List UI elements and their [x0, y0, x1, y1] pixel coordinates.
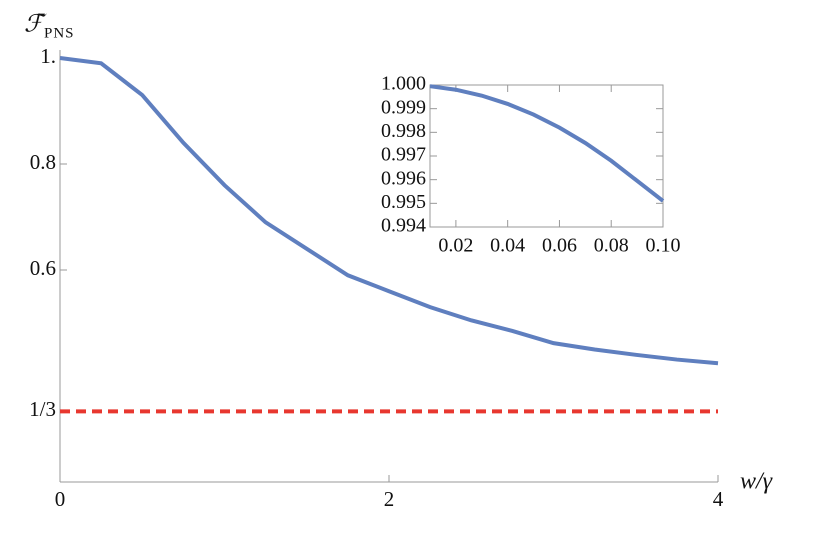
data-line	[429, 84, 665, 203]
x-tick-label: 0.04	[490, 235, 525, 257]
x-tick-label: 0	[55, 487, 66, 511]
inset-frame	[429, 84, 664, 228]
y-tick-label: 0.8	[30, 150, 56, 174]
y-tick-label: 0.994	[381, 215, 426, 237]
x-tick-label: 4	[713, 487, 724, 511]
y-axis-label-subscript: PNS	[44, 25, 75, 41]
data-line	[59, 56, 719, 366]
x-axis-label: w/γ	[740, 469, 773, 495]
y-tick-label: 1.000	[381, 73, 426, 95]
y-tick-label: 1/3	[29, 397, 56, 421]
y-tick-label: 0.6	[30, 256, 56, 280]
x-tick-label: 2	[384, 487, 395, 511]
x-tick-label: 0.06	[542, 235, 577, 257]
y-tick-label: 0.997	[381, 144, 426, 166]
y-axis-label: ℱ̄	[24, 12, 47, 38]
y-tick-label: 1.	[40, 44, 56, 68]
y-tick-label: 0.998	[381, 120, 426, 142]
x-tick-label: 0.08	[594, 235, 629, 257]
x-tick-label: 0.02	[438, 235, 473, 257]
main-plot: 0 2 4 1/3 0.6 0.8 1.	[29, 44, 724, 511]
y-tick-label: 0.996	[381, 167, 426, 189]
y-tick-label: 0.999	[381, 96, 426, 118]
x-tick-label: 0.10	[646, 235, 681, 257]
y-tick-label: 0.995	[381, 191, 426, 213]
inset: 0.02 0.04 0.06 0.08 0.10 0.9940.9950.9960.997…	[381, 73, 681, 257]
